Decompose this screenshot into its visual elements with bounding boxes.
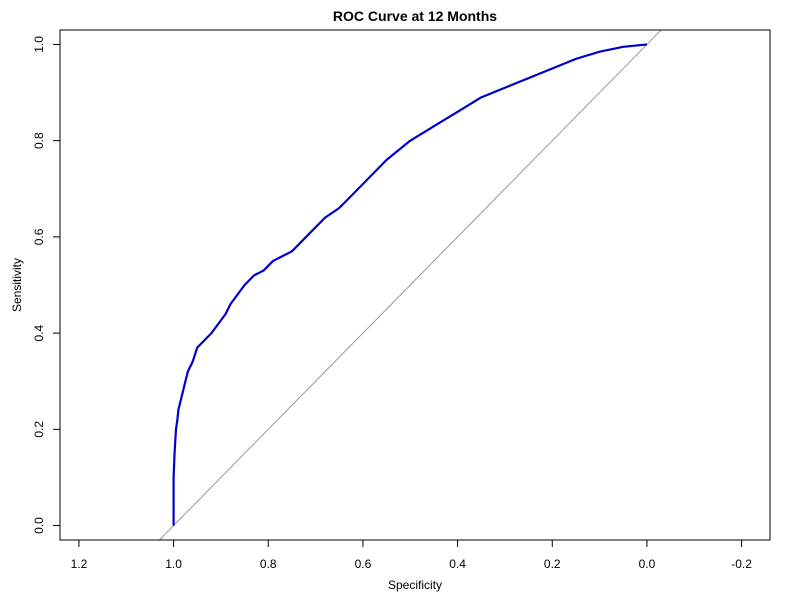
x-tick-label: 0.4 xyxy=(449,557,466,571)
plot-area-border xyxy=(59,29,771,541)
x-tick-label: 1.0 xyxy=(165,557,182,571)
x-tick-label: -0.2 xyxy=(731,557,752,571)
x-tick-label: 0.2 xyxy=(544,557,561,571)
x-axis-title: Specificity xyxy=(388,578,442,592)
y-tick-label: 0.8 xyxy=(32,132,46,149)
series-layer xyxy=(172,43,648,526)
reference-diagonal-line xyxy=(159,29,662,541)
x-tick-label: 0.0 xyxy=(639,557,656,571)
y-axis-title: Sensitivity xyxy=(10,258,24,312)
x-axis: 1.2 1.0 0.8 0.6 0.4 0.2 0.0 -0.2 xyxy=(71,540,752,571)
x-tick-label: 1.2 xyxy=(71,557,88,571)
y-tick-label: 1.0 xyxy=(32,36,46,53)
y-tick-label: 0.2 xyxy=(32,421,46,438)
x-tick-label: 0.6 xyxy=(355,557,372,571)
reference-line-layer xyxy=(159,29,662,541)
chart-title: ROC Curve at 12 Months xyxy=(333,8,497,24)
x-tick-label: 0.8 xyxy=(260,557,277,571)
y-tick-label: 0.6 xyxy=(32,228,46,245)
y-tick-label: 0.4 xyxy=(32,324,46,341)
y-axis: 0.0 0.2 0.4 0.6 0.8 1.0 xyxy=(32,36,60,534)
roc-curve-line xyxy=(172,43,648,526)
y-tick-label: 0.0 xyxy=(32,517,46,534)
